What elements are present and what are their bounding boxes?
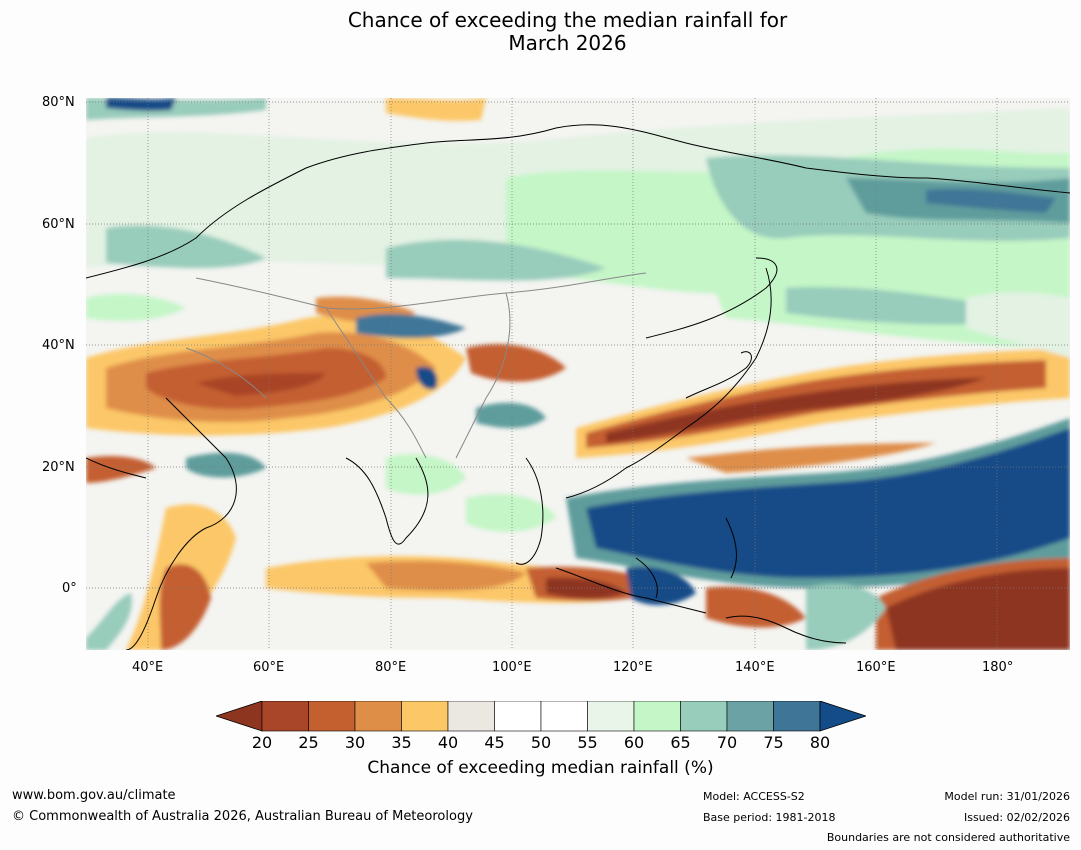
model-text: Model: ACCESS-S2 xyxy=(703,790,805,803)
colorbar-cell xyxy=(773,701,821,732)
coastlines xyxy=(86,124,1070,650)
colorbar-tick-label: 20 xyxy=(251,733,273,752)
colorbar-cell xyxy=(633,701,681,732)
copyright-text: © Commonwealth of Australia 2026, Austra… xyxy=(12,809,473,824)
colorbar-cell xyxy=(308,701,356,732)
lon-label-160e: 160°E xyxy=(856,660,896,675)
lon-label-80e: 80°E xyxy=(375,660,407,675)
colorbar-tick-label: 35 xyxy=(391,733,412,752)
model-run-text: Model run: 31/01/2026 xyxy=(944,790,1070,803)
title-line-1: Chance of exceeding the median rainfall … xyxy=(347,8,788,32)
lon-label-120e: 120°E xyxy=(613,660,653,675)
colorbar-cell xyxy=(540,701,588,732)
lat-label-80n: 80°N xyxy=(42,95,75,110)
colorbar xyxy=(216,701,866,732)
lon-label-100e: 100°E xyxy=(492,660,532,675)
website-link[interactable]: www.bom.gov.au/climate xyxy=(12,788,176,803)
lon-label-40e: 40°E xyxy=(132,660,164,675)
lat-label-20n: 20°N xyxy=(42,460,75,475)
colorbar-cell xyxy=(494,701,542,732)
title-line-2: March 2026 xyxy=(508,31,627,55)
colorbar-tick-label: 45 xyxy=(484,733,505,752)
colorbar-extend-low xyxy=(216,701,263,732)
colorbar-tick-label: 40 xyxy=(437,733,459,752)
lat-label-0: 0° xyxy=(62,581,77,596)
lat-label-40n: 40°N xyxy=(42,338,75,353)
lon-label-60e: 60°E xyxy=(253,660,285,675)
lat-label-60n: 60°N xyxy=(42,217,75,232)
map-title: Chance of exceeding the median rainfall … xyxy=(0,9,1081,55)
issued-text: Issued: 02/02/2026 xyxy=(963,811,1070,824)
colorbar-cell xyxy=(680,701,728,732)
borders xyxy=(185,272,647,459)
colorbar-tick-label: 30 xyxy=(344,733,366,752)
colorbar-tick-label: 55 xyxy=(577,733,598,752)
colorbar-cell xyxy=(447,701,495,732)
map-canvas xyxy=(86,98,1070,650)
colorbar-tick-label: 50 xyxy=(530,733,552,752)
base-period-text: Base period: 1981-2018 xyxy=(703,811,836,824)
colorbar-tick-label: 75 xyxy=(763,733,784,752)
colorbar-cells xyxy=(216,701,866,732)
colorbar-cell xyxy=(261,701,309,732)
graticule xyxy=(86,98,1070,650)
colorbar-cell xyxy=(726,701,774,732)
colorbar-tick-label: 60 xyxy=(623,733,645,752)
colorbar-cell xyxy=(354,701,402,732)
disclaimer-text: Boundaries are not considered authoritat… xyxy=(826,831,1070,844)
rainfall-map xyxy=(86,98,1070,650)
probability-field xyxy=(86,98,1070,650)
colorbar-tick-label: 25 xyxy=(298,733,319,752)
lon-label-140e: 140°E xyxy=(735,660,775,675)
colorbar-tick-label: 80 xyxy=(809,733,831,752)
colorbar-tick-label: 70 xyxy=(716,733,738,752)
colorbar-extend-high xyxy=(819,701,866,732)
colorbar-label: Chance of exceeding median rainfall (%) xyxy=(367,758,714,778)
colorbar-cell xyxy=(401,701,449,732)
colorbar-tick-label: 65 xyxy=(670,733,691,752)
colorbar-cell xyxy=(587,701,635,732)
lon-label-180: 180° xyxy=(982,660,1014,675)
